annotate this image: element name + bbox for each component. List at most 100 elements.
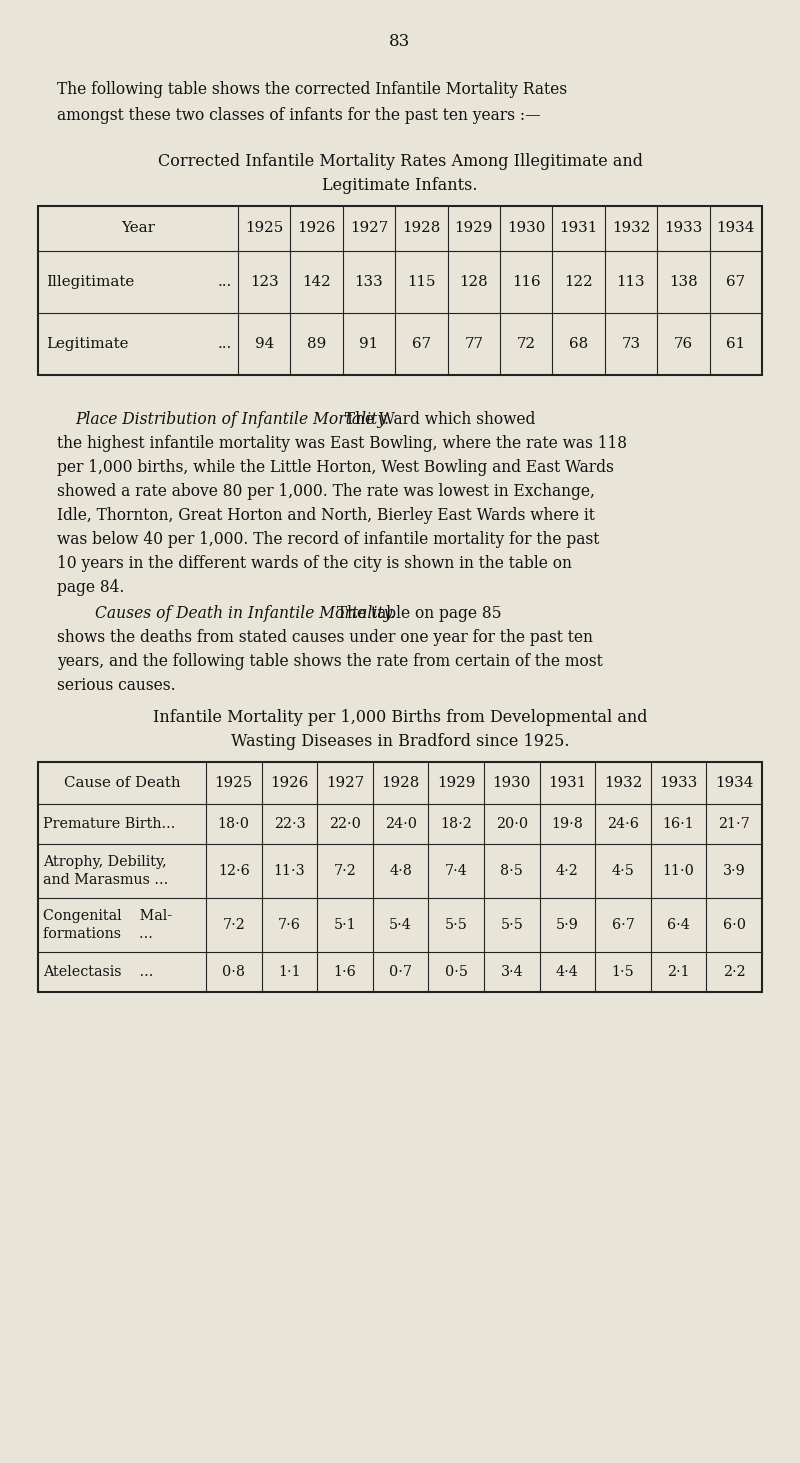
Text: 24·6: 24·6 (607, 816, 639, 831)
Text: amongst these two classes of infants for the past ten years :—: amongst these two classes of infants for… (57, 107, 541, 124)
Text: 1934: 1934 (717, 221, 755, 236)
Text: 2·1: 2·1 (667, 966, 690, 979)
Text: 1930: 1930 (493, 775, 531, 790)
Text: ...: ... (218, 275, 232, 290)
Text: per 1,000 births, while the Little Horton, West Bowling and East Wards: per 1,000 births, while the Little Horto… (57, 459, 614, 475)
Text: 4·4: 4·4 (556, 966, 579, 979)
Text: 133: 133 (354, 275, 383, 290)
Text: Wasting Diseases in Bradford since 1925.: Wasting Diseases in Bradford since 1925. (230, 733, 570, 751)
Text: 1933: 1933 (664, 221, 702, 236)
Text: 8·5: 8·5 (500, 865, 523, 878)
Text: 6·4: 6·4 (667, 917, 690, 932)
Text: 4·2: 4·2 (556, 865, 578, 878)
Text: 1929: 1929 (437, 775, 475, 790)
Text: Cause of Death: Cause of Death (64, 775, 180, 790)
Text: 67: 67 (412, 336, 431, 351)
Text: 5·9: 5·9 (556, 917, 579, 932)
Text: 5·1: 5·1 (334, 917, 356, 932)
Text: 1931: 1931 (548, 775, 586, 790)
Text: 1928: 1928 (402, 221, 441, 236)
Text: 2·2: 2·2 (723, 966, 746, 979)
Text: 11·3: 11·3 (274, 865, 306, 878)
Text: 20·0: 20·0 (496, 816, 528, 831)
Text: 24·0: 24·0 (385, 816, 417, 831)
Text: 7·4: 7·4 (445, 865, 468, 878)
Text: 1934: 1934 (715, 775, 754, 790)
Text: Premature Birth...: Premature Birth... (43, 816, 175, 831)
Text: 1925: 1925 (214, 775, 253, 790)
Text: 5·5: 5·5 (500, 917, 523, 932)
Text: ...: ... (218, 336, 232, 351)
Text: 5·4: 5·4 (389, 917, 412, 932)
Text: Causes of Death in Infantile Mortality.: Causes of Death in Infantile Mortality. (95, 606, 395, 622)
Text: and Marasmus ...: and Marasmus ... (43, 873, 168, 887)
Text: 1932: 1932 (604, 775, 642, 790)
Text: Idle, Thornton, Great Horton and North, Bierley East Wards where it: Idle, Thornton, Great Horton and North, … (57, 508, 595, 524)
Text: Atrophy, Debility,: Atrophy, Debility, (43, 854, 166, 869)
Text: 18·0: 18·0 (218, 816, 250, 831)
Text: 89: 89 (307, 336, 326, 351)
Text: 128: 128 (459, 275, 488, 290)
Text: 22·3: 22·3 (274, 816, 306, 831)
Text: 5·5: 5·5 (445, 917, 468, 932)
Text: The Ward which showed: The Ward which showed (340, 411, 535, 429)
Text: 68: 68 (569, 336, 588, 351)
Text: 1925: 1925 (245, 221, 283, 236)
Text: 76: 76 (674, 336, 693, 351)
Text: was below 40 per 1,000. The record of infantile mortality for the past: was below 40 per 1,000. The record of in… (57, 531, 599, 549)
Text: years, and the following table shows the rate from certain of the most: years, and the following table shows the… (57, 652, 602, 670)
Text: Place Distribution of Infantile Mortality.: Place Distribution of Infantile Mortalit… (75, 411, 389, 429)
Bar (38, 762, 762, 992)
Text: 113: 113 (617, 275, 646, 290)
Text: 4·5: 4·5 (611, 865, 634, 878)
Text: 142: 142 (302, 275, 331, 290)
Text: formations    ...: formations ... (43, 928, 153, 941)
Text: 91: 91 (359, 336, 378, 351)
Text: 67: 67 (726, 275, 746, 290)
Text: 1926: 1926 (298, 221, 336, 236)
Text: 122: 122 (564, 275, 593, 290)
Text: 19·8: 19·8 (551, 816, 583, 831)
Text: Legitimate: Legitimate (46, 336, 129, 351)
Text: 116: 116 (512, 275, 541, 290)
Text: 0·7: 0·7 (389, 966, 412, 979)
Text: Congenital    Mal-: Congenital Mal- (43, 909, 172, 923)
Text: 12·6: 12·6 (218, 865, 250, 878)
Text: 77: 77 (464, 336, 483, 351)
Text: 1926: 1926 (270, 775, 309, 790)
Text: Infantile Mortality per 1,000 Births from Developmental and: Infantile Mortality per 1,000 Births fro… (153, 710, 647, 727)
Text: 1·5: 1·5 (612, 966, 634, 979)
Text: showed a rate above 80 per 1,000. The rate was lowest in Exchange,: showed a rate above 80 per 1,000. The ra… (57, 483, 595, 500)
Text: 1927: 1927 (350, 221, 388, 236)
Text: 61: 61 (726, 336, 746, 351)
Text: 6·7: 6·7 (611, 917, 634, 932)
Text: 22·0: 22·0 (329, 816, 361, 831)
Text: Legitimate Infants.: Legitimate Infants. (322, 177, 478, 195)
Text: The table on page 85: The table on page 85 (332, 606, 502, 622)
Text: 3·9: 3·9 (723, 865, 746, 878)
Text: 10 years in the different wards of the city is shown in the table on: 10 years in the different wards of the c… (57, 554, 572, 572)
Text: 1·1: 1·1 (278, 966, 301, 979)
Text: Atelectasis    ...: Atelectasis ... (43, 966, 154, 979)
Text: 11·0: 11·0 (662, 865, 694, 878)
Text: 83: 83 (390, 34, 410, 51)
Text: Year: Year (121, 221, 155, 236)
Text: 0·8: 0·8 (222, 966, 246, 979)
Text: 1·6: 1·6 (334, 966, 356, 979)
Text: 7·2: 7·2 (222, 917, 245, 932)
Text: 7·6: 7·6 (278, 917, 301, 932)
Text: 16·1: 16·1 (662, 816, 694, 831)
Text: shows the deaths from stated causes under one year for the past ten: shows the deaths from stated causes unde… (57, 629, 593, 647)
Text: the highest infantile mortality was East Bowling, where the rate was 118: the highest infantile mortality was East… (57, 435, 627, 452)
Text: serious causes.: serious causes. (57, 677, 176, 693)
Text: 1928: 1928 (382, 775, 420, 790)
Bar (38, 206, 762, 375)
Text: 4·8: 4·8 (389, 865, 412, 878)
Text: 94: 94 (254, 336, 274, 351)
Text: 18·2: 18·2 (440, 816, 472, 831)
Text: Corrected Infantile Mortality Rates Among Illegitimate and: Corrected Infantile Mortality Rates Amon… (158, 154, 642, 171)
Text: 0·5: 0·5 (445, 966, 468, 979)
Text: 1930: 1930 (507, 221, 546, 236)
Text: 115: 115 (407, 275, 436, 290)
Text: 1933: 1933 (659, 775, 698, 790)
